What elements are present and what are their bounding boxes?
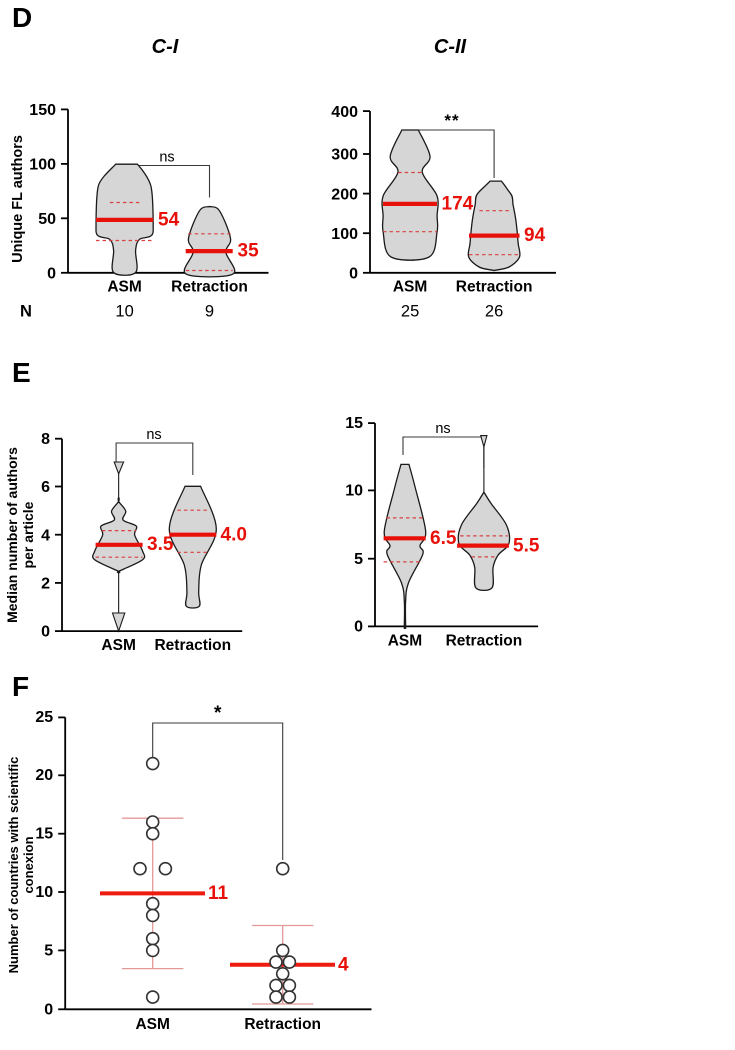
svg-text:0: 0 [354,619,363,636]
svg-text:4: 4 [41,528,50,545]
svg-text:Retraction: Retraction [446,633,523,650]
svg-text:C-II: C-II [434,36,467,58]
svg-text:3.5: 3.5 [147,534,174,555]
svg-text:50: 50 [38,211,56,228]
svg-text:ASM: ASM [388,633,422,650]
svg-text:ns: ns [435,421,450,437]
svg-text:conexion: conexion [21,836,36,893]
svg-text:25: 25 [401,303,419,321]
svg-text:11: 11 [208,883,229,904]
svg-text:Number of countries with scien: Number of countries with scientific [6,757,21,974]
svg-text:ASM: ASM [107,279,141,296]
svg-text:E: E [12,357,31,388]
svg-text:Retraction: Retraction [244,1016,321,1033]
svg-text:2: 2 [41,576,50,593]
svg-text:6: 6 [41,479,50,496]
svg-text:100: 100 [331,226,358,243]
svg-text:174: 174 [442,194,474,215]
svg-text:N: N [20,303,32,321]
svg-text:200: 200 [331,187,358,204]
svg-text:9: 9 [205,303,214,321]
svg-text:Unique FL authors: Unique FL authors [10,135,26,263]
svg-text:per article: per article [20,501,36,568]
svg-text:35: 35 [238,241,260,262]
svg-text:C-I: C-I [152,36,179,58]
svg-text:20: 20 [35,767,53,784]
svg-text:0: 0 [349,266,358,283]
svg-text:Median number of authors: Median number of authors [4,447,20,623]
svg-text:Retraction: Retraction [154,637,231,654]
svg-text:10: 10 [35,884,53,901]
svg-text:ASM: ASM [135,1016,169,1033]
svg-text:26: 26 [485,303,503,321]
svg-text:Retraction: Retraction [456,279,533,296]
svg-text:15: 15 [35,826,53,843]
svg-text:15: 15 [345,415,363,432]
svg-text:94: 94 [524,225,546,246]
svg-text:150: 150 [29,102,56,119]
svg-text:300: 300 [331,147,358,164]
svg-text:ASM: ASM [393,279,427,296]
svg-text:ASM: ASM [101,637,135,654]
svg-text:Retraction: Retraction [171,279,248,296]
svg-text:ns: ns [159,150,174,166]
svg-text:0: 0 [47,266,56,283]
svg-text:10: 10 [115,303,133,321]
svg-text:5: 5 [354,551,363,568]
svg-text:54: 54 [158,210,180,231]
svg-text:10: 10 [345,483,363,500]
svg-text:25: 25 [35,709,53,726]
svg-text:100: 100 [29,157,56,174]
svg-text:5: 5 [44,943,53,960]
svg-text:ns: ns [146,427,161,443]
svg-text:8: 8 [41,431,50,448]
svg-text:400: 400 [331,104,358,121]
svg-text:4: 4 [338,955,349,976]
svg-text:0: 0 [41,624,50,641]
svg-text:5.5: 5.5 [513,536,540,557]
svg-text:**: ** [444,111,459,130]
svg-text:4.0: 4.0 [221,525,247,546]
svg-text:F: F [12,671,29,702]
svg-text:*: * [214,703,222,724]
svg-text:0: 0 [44,1002,53,1019]
svg-text:D: D [12,2,32,33]
svg-text:6.5: 6.5 [430,528,457,549]
